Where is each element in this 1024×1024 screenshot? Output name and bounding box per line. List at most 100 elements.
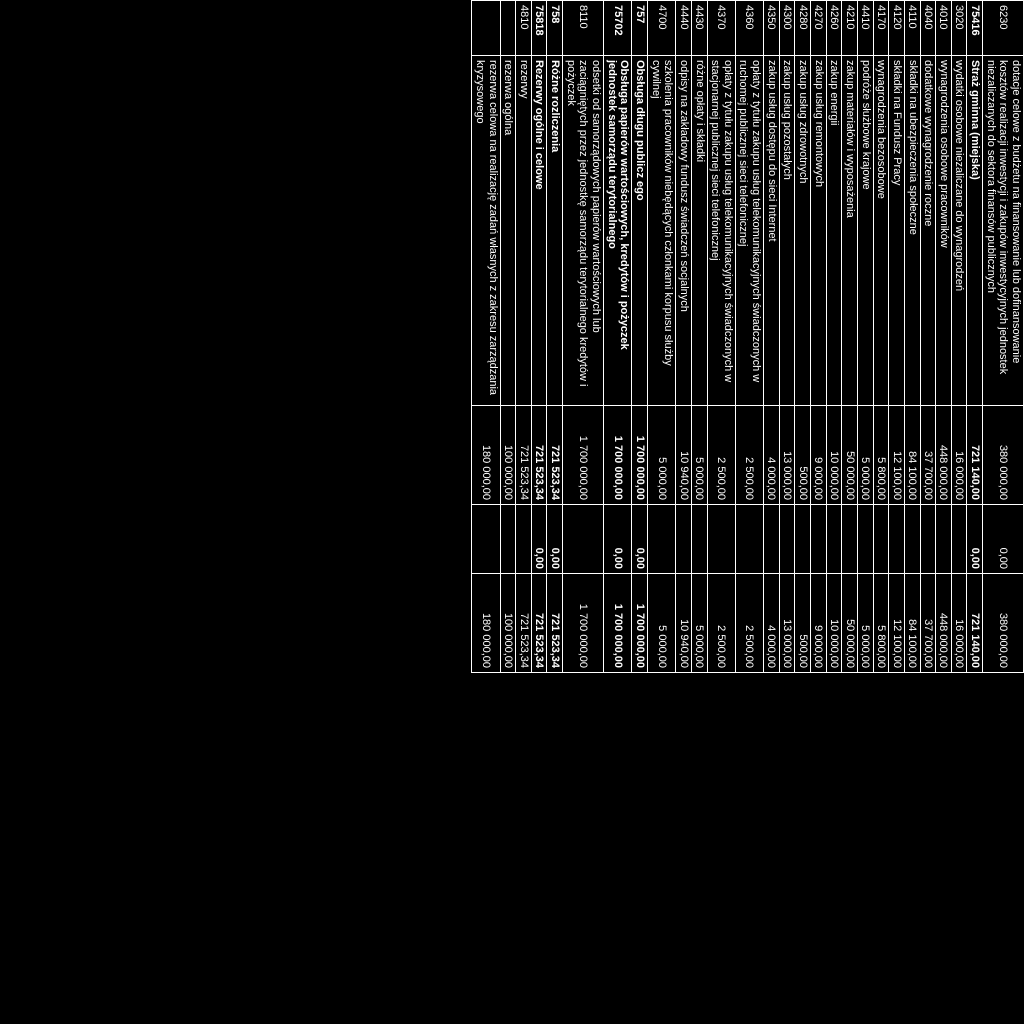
cell-amount-3: 13 000,00	[779, 574, 795, 673]
cell-code: 4370	[707, 1, 735, 56]
cell-desc: rezerwy	[516, 56, 532, 406]
cell-amount-3: 9 000,00	[811, 574, 827, 673]
cell-amount-3: 721 523,34	[516, 574, 532, 673]
cell-amount-1: 721 523,34	[516, 406, 532, 505]
cell-amount-3: 380 000,00	[983, 574, 1024, 673]
cell-amount-1: 12 100,00	[889, 406, 905, 505]
cell-amount-2: 0,00	[967, 505, 983, 574]
cell-amount-2	[472, 505, 500, 574]
cell-amount-3: 1 700 000,00	[632, 574, 648, 673]
cell-amount-1: 37 700,00	[920, 406, 936, 505]
cell-desc: dotacje celowe z budżetu na finansowanie…	[983, 56, 1024, 406]
cell-amount-3: 5 000,00	[857, 574, 873, 673]
cell-amount-2	[563, 505, 604, 574]
cell-code: 4120	[889, 1, 905, 56]
cell-amount-1: 721 523,34	[531, 406, 547, 505]
cell-desc: wynagrodzenia bezosobowe	[873, 56, 889, 406]
table-row: 4360opłaty z tytułu zakupu usług telekom…	[735, 1, 763, 673]
cell-amount-1: 9 000,00	[811, 406, 827, 505]
table-row: 75702Obsługa papierów wartościowych, kre…	[604, 1, 632, 673]
cell-amount-2	[920, 505, 936, 574]
cell-amount-1: 380 000,00	[983, 406, 1024, 505]
table-row: 4430różne opłaty i składki5 000,005 000,…	[691, 1, 707, 673]
cell-code: 758	[547, 1, 563, 56]
cell-amount-3: 84 100,00	[904, 574, 920, 673]
cell-amount-2	[647, 505, 675, 574]
cell-amount-2	[951, 505, 967, 574]
table-row: 4700szkolenia pracowników niebędących cz…	[647, 1, 675, 673]
cell-amount-2: 0,00	[547, 505, 563, 574]
cell-amount-3: 721 140,00	[967, 574, 983, 673]
table-row: 4110składki na ubezpieczenia społeczne84…	[904, 1, 920, 673]
cell-code: 4110	[904, 1, 920, 56]
cell-amount-3: 721 523,34	[547, 574, 563, 673]
cell-amount-3: 5 000,00	[647, 574, 675, 673]
cell-desc: Straż gminna (miejska)	[967, 56, 983, 406]
cell-amount-2	[795, 505, 811, 574]
cell-amount-1: 4 000,00	[764, 406, 780, 505]
cell-amount-1: 1 700 000,00	[563, 406, 604, 505]
cell-desc: podróże służbowe krajowe	[857, 56, 873, 406]
cell-amount-1: 448 000,00	[936, 406, 952, 505]
cell-code: 4360	[735, 1, 763, 56]
cell-amount-1: 5 000,00	[857, 406, 873, 505]
cell-amount-1: 2 500,00	[707, 406, 735, 505]
budget-table-page: 6230dotacje celowe z budżetu na finansow…	[0, 0, 1024, 673]
table-row: 4210zakup materiałów i wyposażenia50 000…	[842, 1, 858, 673]
cell-desc: Obsługa papierów wartościowych, kredytów…	[604, 56, 632, 406]
cell-amount-2	[873, 505, 889, 574]
cell-amount-2	[826, 505, 842, 574]
cell-code: 4810	[516, 1, 532, 56]
cell-amount-2: 0,00	[632, 505, 648, 574]
cell-amount-1: 5 000,00	[647, 406, 675, 505]
cell-amount-1: 50 000,00	[842, 406, 858, 505]
table-row: 4810rezerwy721 523,34721 523,34	[516, 1, 532, 673]
cell-desc: rezerwa ogólna	[500, 56, 516, 406]
cell-code: 3020	[951, 1, 967, 56]
cell-amount-1: 721 523,34	[547, 406, 563, 505]
cell-amount-3: 37 700,00	[920, 574, 936, 673]
table-row: 4350zakup usług dostępu do sieci Interne…	[764, 1, 780, 673]
cell-desc: Różne rozliczenia	[547, 56, 563, 406]
cell-desc: składki na Fundusz Pracy	[889, 56, 905, 406]
cell-amount-3: 1 700 000,00	[604, 574, 632, 673]
cell-amount-3: 500,00	[795, 574, 811, 673]
cell-code: 4170	[873, 1, 889, 56]
cell-amount-2	[936, 505, 952, 574]
cell-desc: zakup usług zdrowotnych	[795, 56, 811, 406]
cell-amount-2	[691, 505, 707, 574]
cell-amount-2	[707, 505, 735, 574]
cell-amount-2	[735, 505, 763, 574]
cell-desc: zakup usług dostępu do sieci Internet	[764, 56, 780, 406]
cell-amount-1: 13 000,00	[779, 406, 795, 505]
cell-amount-2	[779, 505, 795, 574]
cell-amount-2	[764, 505, 780, 574]
table-row: rezerwa celowa na realizację zadań własn…	[472, 1, 500, 673]
cell-amount-1: 180 000,00	[472, 406, 500, 505]
cell-desc: zakup energii	[826, 56, 842, 406]
cell-code: 4410	[857, 1, 873, 56]
table-row: 75818Rezerwy ogólne i celowe721 523,340,…	[531, 1, 547, 673]
cell-desc: opłaty z tytułu zakupu usług telekomunik…	[707, 56, 735, 406]
cell-desc: opłaty z tytułu zakupu usług telekomunik…	[735, 56, 763, 406]
cell-amount-1: 1 700 000,00	[632, 406, 648, 505]
cell-amount-2: 0,00	[531, 505, 547, 574]
cell-desc: różne opłaty i składki	[691, 56, 707, 406]
cell-code: 4440	[676, 1, 692, 56]
cell-amount-2	[857, 505, 873, 574]
cell-code: 4210	[842, 1, 858, 56]
cell-amount-3: 4 000,00	[764, 574, 780, 673]
table-row: 4280zakup usług zdrowotnych500,00500,00	[795, 1, 811, 673]
cell-code: 4040	[920, 1, 936, 56]
table-row: 4010wynagrodzenia osobowe pracowników448…	[936, 1, 952, 673]
cell-amount-3: 721 523,34	[531, 574, 547, 673]
cell-desc: rezerwa celowa na realizację zadań własn…	[472, 56, 500, 406]
cell-amount-1: 500,00	[795, 406, 811, 505]
table-row: 4270zakup usług remontowych9 000,009 000…	[811, 1, 827, 673]
cell-desc: odsetki od samorządowych papierów wartoś…	[563, 56, 604, 406]
cell-desc: dodatkowe wynagrodzenie roczne	[920, 56, 936, 406]
cell-amount-2	[676, 505, 692, 574]
cell-amount-1: 84 100,00	[904, 406, 920, 505]
cell-desc: Obsługa długu publicz ego	[632, 56, 648, 406]
cell-desc: zakup materiałów i wyposażenia	[842, 56, 858, 406]
